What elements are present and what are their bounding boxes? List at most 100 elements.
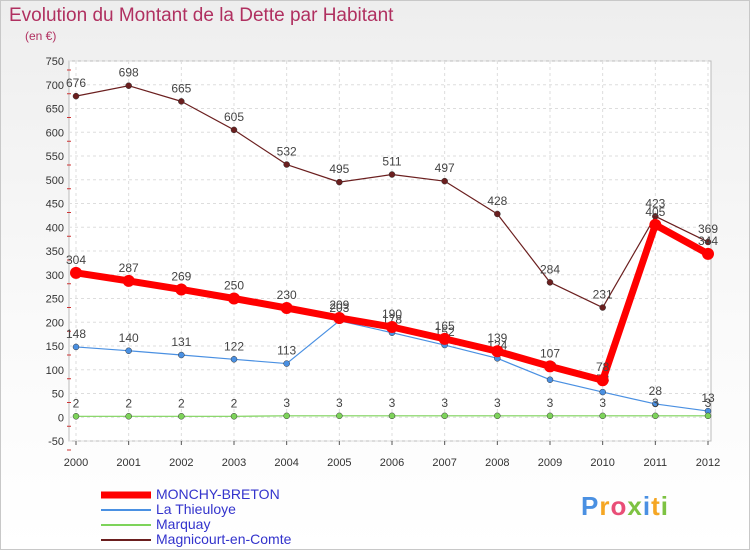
data-point xyxy=(178,352,184,358)
data-point xyxy=(70,267,82,279)
data-label: 344 xyxy=(698,234,718,248)
x-tick-label: 2010 xyxy=(590,457,614,469)
data-point xyxy=(494,413,500,419)
data-label: 139 xyxy=(487,331,507,345)
legend-swatch xyxy=(101,539,151,541)
data-label: 107 xyxy=(540,346,560,360)
legend-swatch xyxy=(101,509,151,511)
data-point xyxy=(231,127,237,133)
data-point xyxy=(284,162,290,168)
y-tick-label: 550 xyxy=(46,151,64,163)
data-point xyxy=(126,413,132,419)
data-label: 497 xyxy=(435,161,455,175)
data-point xyxy=(336,179,342,185)
x-tick-label: 2006 xyxy=(380,457,404,469)
data-label: 269 xyxy=(171,269,191,283)
data-point xyxy=(389,413,395,419)
data-point xyxy=(547,413,553,419)
chart-title: Evolution du Montant de la Dette par Hab… xyxy=(9,5,393,27)
x-tick-label: 2004 xyxy=(274,457,298,469)
x-tick-label: 2007 xyxy=(432,457,456,469)
data-label: 495 xyxy=(329,162,349,176)
y-tick-label: -50 xyxy=(48,436,64,448)
data-point xyxy=(652,413,658,419)
x-tick-label: 2009 xyxy=(538,457,562,469)
data-point xyxy=(178,413,184,419)
data-point xyxy=(126,83,132,89)
data-label: 190 xyxy=(382,307,402,321)
x-tick-label: 2008 xyxy=(485,457,509,469)
data-label: 113 xyxy=(277,344,296,358)
data-point xyxy=(178,98,184,104)
data-label: 405 xyxy=(645,205,665,219)
legend-label: Magnicourt-en-Comte xyxy=(156,531,291,547)
legend-swatch xyxy=(101,524,151,526)
data-point xyxy=(494,211,500,217)
data-point xyxy=(442,413,448,419)
data-label: 230 xyxy=(277,288,297,302)
data-label: 428 xyxy=(487,194,507,208)
legend-swatch xyxy=(101,492,151,499)
data-label: 304 xyxy=(66,253,86,267)
x-tick-label: 2001 xyxy=(116,457,140,469)
x-tick-label: 2002 xyxy=(169,457,193,469)
logo-letter: r xyxy=(599,491,610,521)
data-point xyxy=(705,413,711,419)
data-label: 3 xyxy=(283,396,290,410)
y-tick-label: 500 xyxy=(46,175,64,187)
data-point xyxy=(175,283,187,295)
data-point xyxy=(439,333,451,345)
y-tick-label: 0 xyxy=(58,412,64,424)
data-label: 131 xyxy=(171,335,191,349)
data-label: 122 xyxy=(224,339,244,353)
data-point xyxy=(491,345,503,357)
data-label: 3 xyxy=(705,396,712,410)
y-tick-label: 750 xyxy=(46,56,64,68)
data-label: 231 xyxy=(593,288,613,302)
x-tick-label: 2003 xyxy=(222,457,246,469)
data-label: 2 xyxy=(73,396,80,410)
x-tick-label: 2000 xyxy=(64,457,88,469)
data-point xyxy=(600,413,606,419)
y-tick-label: 450 xyxy=(46,199,64,211)
legend-item-magnicourt-en-comte: Magnicourt-en-Comte xyxy=(101,533,461,547)
y-tick-label: 300 xyxy=(46,270,64,282)
data-point xyxy=(284,413,290,419)
x-tick-label: 2011 xyxy=(644,457,668,469)
data-point xyxy=(386,321,398,333)
legend-item-monchy-breton: MONCHY-BRETON xyxy=(101,488,461,502)
data-point xyxy=(231,413,237,419)
y-tick-label: 600 xyxy=(46,127,64,139)
data-label: 676 xyxy=(66,76,86,90)
data-label: 287 xyxy=(119,261,139,275)
data-label: 511 xyxy=(382,155,401,169)
y-tick-label: 100 xyxy=(46,365,64,377)
data-point xyxy=(544,360,556,372)
logo-letter: P xyxy=(581,491,599,521)
data-point xyxy=(702,248,714,260)
data-label: 250 xyxy=(224,279,244,293)
data-point xyxy=(547,377,553,383)
data-point xyxy=(123,275,135,287)
data-label: 3 xyxy=(389,396,396,410)
data-point xyxy=(597,374,609,386)
data-point xyxy=(73,344,79,350)
data-label: 209 xyxy=(329,298,349,312)
y-tick-label: 650 xyxy=(46,104,64,116)
proxiti-logo: Proxiti xyxy=(581,491,669,522)
data-point xyxy=(281,302,293,314)
data-point xyxy=(442,178,448,184)
data-label: 698 xyxy=(119,66,139,80)
y-tick-label: 400 xyxy=(46,222,64,234)
data-point xyxy=(600,389,606,395)
data-point xyxy=(126,348,132,354)
data-label: 3 xyxy=(441,396,448,410)
x-tick-label: 2012 xyxy=(696,457,720,469)
data-label: 140 xyxy=(119,331,139,345)
data-label: 148 xyxy=(66,327,86,341)
legend-label: Marquay xyxy=(156,516,210,532)
data-label: 3 xyxy=(494,396,501,410)
data-point xyxy=(73,93,79,99)
data-point xyxy=(336,413,342,419)
data-point xyxy=(389,172,395,178)
